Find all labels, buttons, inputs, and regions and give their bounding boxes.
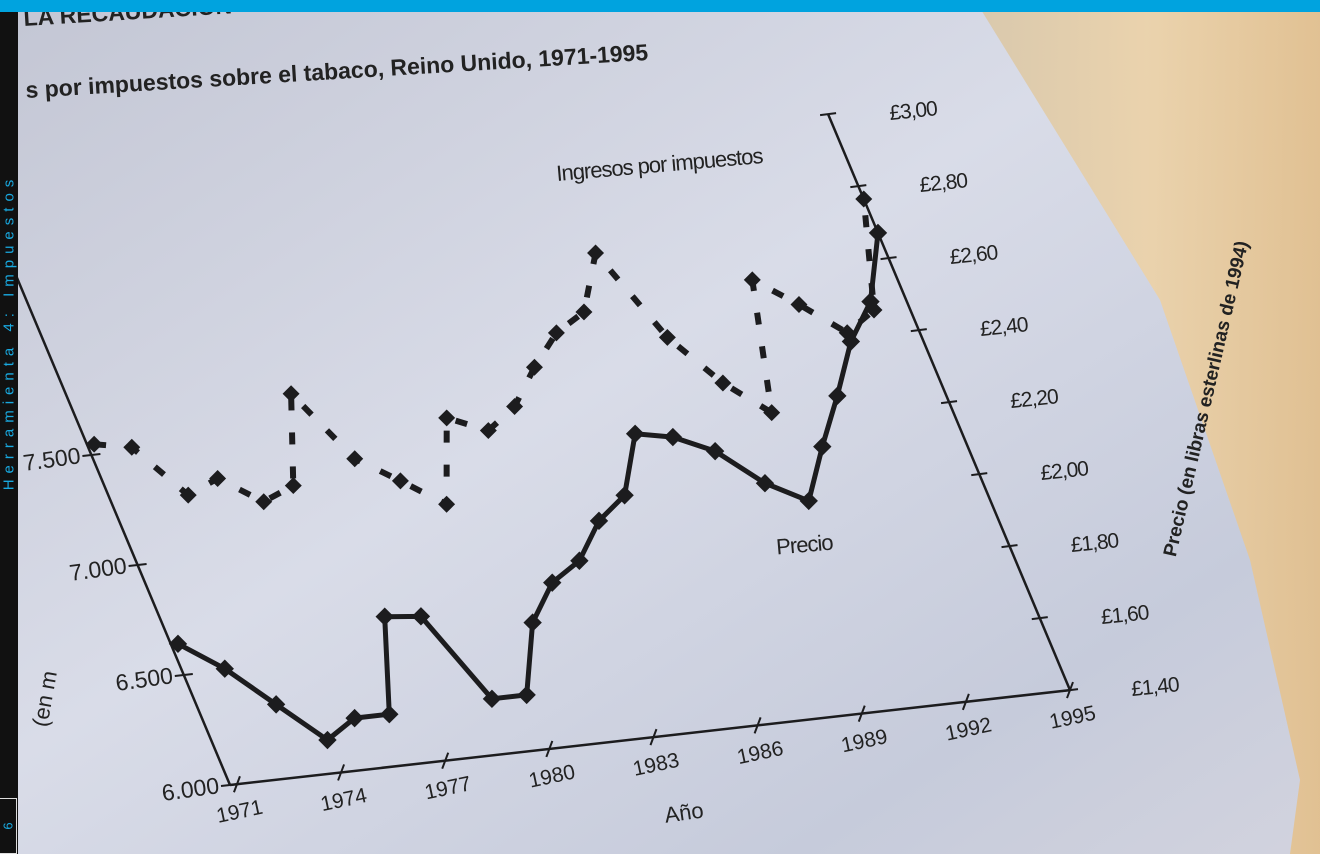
page-box: 6 bbox=[0, 798, 17, 854]
page: LA RECAUDACION s por impuestos sobre el … bbox=[0, 0, 1320, 854]
section-label: Herramienta 4: Impuestos bbox=[1, 174, 18, 491]
series-label: Precio bbox=[775, 530, 834, 560]
chart-photo: LA RECAUDACION s por impuestos sobre el … bbox=[0, 0, 1320, 854]
side-strip: Herramienta 4: Impuestos bbox=[0, 12, 18, 854]
top-bar bbox=[0, 0, 1320, 12]
page-number: 6 bbox=[1, 822, 16, 829]
